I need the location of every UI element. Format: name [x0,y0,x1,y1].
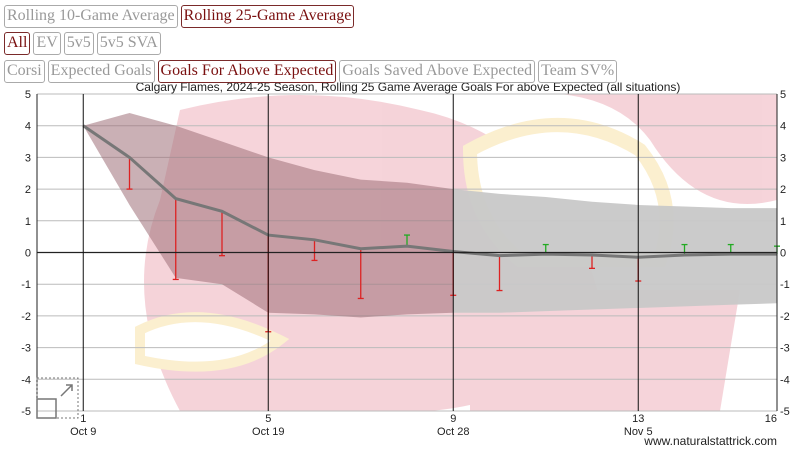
x-tick-label: 1 [80,413,86,425]
situation-5v5-sva-button[interactable]: 5v5 SVA [96,32,161,55]
y-tick-label-left: 1 [25,216,31,228]
situation-5v5-button[interactable]: 5v5 [63,32,94,55]
situation-selector: All EV 5v5 5v5 SVA [4,32,161,55]
period-rolling-10-game-average-button[interactable]: Rolling 10-Game Average [4,5,178,28]
y-tick-label-right: -3 [780,343,790,355]
metric-corsi-button[interactable]: Corsi [4,60,45,83]
y-tick-label-left: -5 [21,406,31,418]
watermark-url: www.naturalstattrick.com [643,434,777,448]
chart-title: Calgary Flames, 2024-25 Season, Rolling … [136,80,681,94]
x-date-label: Oct 9 [70,426,96,438]
y-tick-label-left: -2 [21,311,31,323]
y-tick-label-left: 5 [25,89,31,101]
y-tick-label-left: -3 [21,343,31,355]
y-tick-label-left: -4 [21,374,31,386]
y-tick-label-left: 3 [25,152,31,164]
y-tick-label-right: -1 [780,279,790,291]
y-tick-label-right: -2 [780,311,790,323]
rolling-average-line [82,124,777,259]
metric-goals-for-above-expected-button[interactable]: Goals For Above Expected [157,60,337,83]
x-date-label: Oct 28 [437,426,469,438]
confidence-band-late [453,189,777,313]
y-tick-label-right: -5 [780,406,790,418]
y-tick-label-right: 0 [780,248,786,260]
situation-ev-button[interactable]: EV [33,32,61,55]
y-tick-label-left: 0 [25,248,31,260]
metric-goals-saved-above-expected-button[interactable]: Goals Saved Above Expected [339,60,536,83]
y-tick-label-left: 4 [25,121,31,133]
y-tick-label-right: 1 [780,216,786,228]
zoom-reset-icon[interactable] [36,377,79,419]
y-tick-label-left: -1 [21,279,31,291]
metric-selector: Corsi Expected Goals Goals For Above Expec… [4,60,618,83]
x-tick-label: 13 [632,413,644,425]
y-tick-label-right: -4 [780,374,790,386]
y-tick-label-right: 4 [780,121,786,133]
x-tick-label: 16 [765,413,777,425]
y-tick-label-right: 2 [780,184,786,196]
y-tick-label-right: 5 [780,89,786,101]
x-tick-label: 5 [265,413,271,425]
x-date-label: Oct 19 [252,426,284,438]
y-tick-label-right: 3 [780,152,786,164]
x-tick-label: 9 [450,413,456,425]
y-tick-label-left: 2 [25,184,31,196]
situation-all-button[interactable]: All [4,32,31,55]
period-selector: Rolling 10-Game Average Rolling 25-Game A… [4,5,355,28]
metric-team-sv--button[interactable]: Team SV% [538,60,618,83]
metric-expected-goals-button[interactable]: Expected Goals [47,60,155,83]
x-date-label: Nov 5 [624,426,653,438]
period-rolling-25-game-average-button[interactable]: Rolling 25-Game Average [180,5,355,28]
